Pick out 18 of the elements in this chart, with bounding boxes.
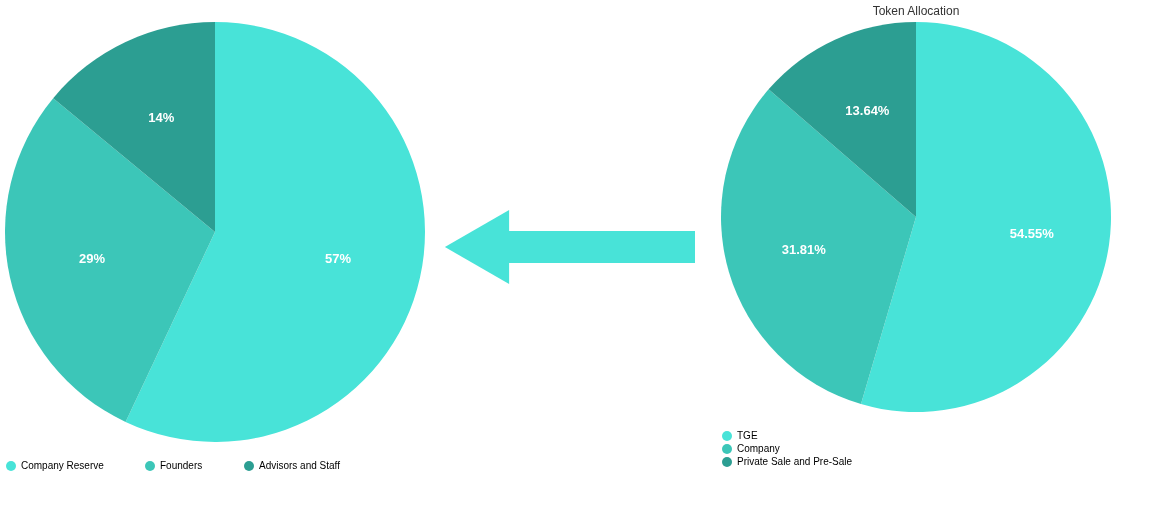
legend-label: Private Sale and Pre-Sale [737,456,853,467]
chart-title: Token Allocation [872,4,960,18]
legend-label: TGE [737,430,758,441]
legend-label: Founders [160,460,203,471]
data-label: 57% [324,251,352,267]
legend-label: Company Reserve [21,460,105,471]
pie-slice [721,89,916,405]
pie-slice [5,98,215,423]
pie-slice [768,22,916,217]
data-label: 14% [148,109,175,125]
data-label: 31.81% [781,241,827,257]
pie-slice [125,22,425,442]
legend-label: Advisors and Staff [259,460,341,471]
data-label: 29% [79,251,106,267]
data-label: 54.55% [1009,225,1055,241]
legend-label: Company [737,443,780,454]
pie-slice [53,22,215,232]
data-label: 13.64% [845,102,890,118]
